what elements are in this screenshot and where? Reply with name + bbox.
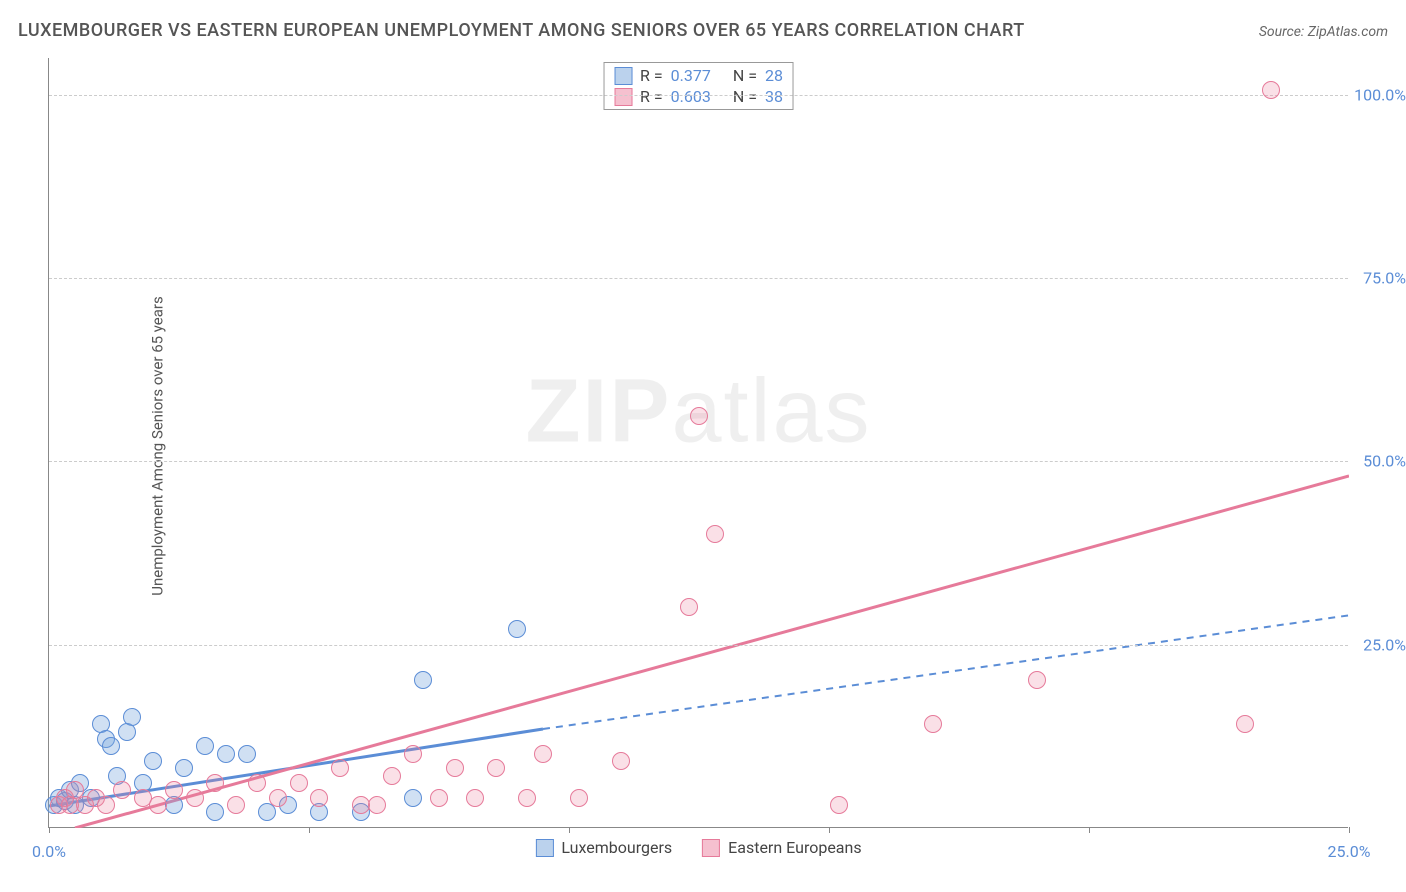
title-row: LUXEMBOURGER VS EASTERN EUROPEAN UNEMPLO… bbox=[18, 20, 1388, 41]
x-tick-label: 0.0% bbox=[32, 842, 66, 861]
watermark-bold: ZIP bbox=[525, 361, 671, 461]
data-point bbox=[404, 745, 422, 763]
data-point bbox=[508, 620, 526, 638]
grid-line bbox=[49, 645, 1348, 646]
legend-correlation-box: R = 0.377 N = 28 R = 0.603 N = 38 bbox=[603, 62, 794, 110]
data-point bbox=[97, 796, 115, 814]
grid-line bbox=[49, 278, 1348, 279]
x-tick bbox=[309, 827, 310, 833]
data-point bbox=[206, 803, 224, 821]
n-label-2: N = bbox=[733, 87, 757, 106]
data-point bbox=[196, 737, 214, 755]
chart-title: LUXEMBOURGER VS EASTERN EUROPEAN UNEMPLO… bbox=[18, 20, 1025, 41]
x-tick bbox=[1349, 827, 1350, 833]
data-point bbox=[534, 745, 552, 763]
x-tick-label: 25.0% bbox=[1328, 842, 1371, 861]
data-point bbox=[612, 752, 630, 770]
swatch-blue-icon bbox=[614, 67, 632, 85]
source-name: ZipAtlas.com bbox=[1308, 24, 1388, 40]
data-point bbox=[149, 796, 167, 814]
n-value-lux: 28 bbox=[765, 66, 783, 85]
data-point bbox=[1236, 715, 1254, 733]
swatch-pink-icon bbox=[702, 839, 720, 857]
data-point bbox=[269, 789, 287, 807]
y-tick-label: 25.0% bbox=[1354, 635, 1406, 654]
swatch-pink-icon bbox=[614, 88, 632, 106]
x-tick bbox=[569, 827, 570, 833]
data-point bbox=[706, 525, 724, 543]
data-point bbox=[570, 789, 588, 807]
grid-line bbox=[49, 95, 1348, 96]
data-point bbox=[290, 774, 308, 792]
data-point bbox=[310, 789, 328, 807]
y-tick-label: 50.0% bbox=[1354, 452, 1406, 471]
data-point bbox=[238, 745, 256, 763]
data-point bbox=[1028, 671, 1046, 689]
data-point bbox=[830, 796, 848, 814]
data-point bbox=[446, 759, 464, 777]
data-point bbox=[113, 781, 131, 799]
swatch-blue-icon bbox=[535, 839, 553, 857]
data-point bbox=[248, 774, 266, 792]
data-point bbox=[144, 752, 162, 770]
data-point bbox=[217, 745, 235, 763]
n-value-ee: 38 bbox=[765, 87, 783, 106]
data-point bbox=[206, 774, 224, 792]
data-point bbox=[331, 759, 349, 777]
legend-series: Luxembourgers Eastern Europeans bbox=[535, 838, 861, 857]
data-point bbox=[414, 671, 432, 689]
x-tick bbox=[49, 827, 50, 833]
n-label: N = bbox=[733, 66, 757, 85]
plot-area: ZIPatlas R = 0.377 N = 28 R = 0.603 N = … bbox=[48, 58, 1348, 828]
source-prefix: Source: bbox=[1259, 24, 1308, 40]
x-tick bbox=[1089, 827, 1090, 833]
y-tick-label: 75.0% bbox=[1354, 269, 1406, 288]
data-point bbox=[123, 708, 141, 726]
legend-item-luxembourgers: Luxembourgers bbox=[535, 838, 672, 857]
r-value-lux: 0.377 bbox=[671, 66, 711, 85]
x-tick bbox=[829, 827, 830, 833]
r-value-ee: 0.603 bbox=[671, 87, 711, 106]
data-point bbox=[924, 715, 942, 733]
y-tick-label: 100.0% bbox=[1354, 85, 1406, 104]
legend-label-ee: Eastern Europeans bbox=[728, 838, 861, 857]
data-point bbox=[680, 598, 698, 616]
data-point bbox=[368, 796, 386, 814]
data-point bbox=[430, 789, 448, 807]
data-point bbox=[690, 407, 708, 425]
legend-row-luxembourgers: R = 0.377 N = 28 bbox=[614, 66, 783, 85]
legend-item-eastern: Eastern Europeans bbox=[702, 838, 861, 857]
source-attribution: Source: ZipAtlas.com bbox=[1259, 24, 1388, 40]
data-point bbox=[1262, 81, 1280, 99]
data-point bbox=[383, 767, 401, 785]
data-point bbox=[518, 789, 536, 807]
data-point bbox=[165, 781, 183, 799]
r-label: R = bbox=[640, 66, 663, 85]
data-point bbox=[102, 737, 120, 755]
data-point bbox=[487, 759, 505, 777]
r-label-2: R = bbox=[640, 87, 663, 106]
legend-label-lux: Luxembourgers bbox=[561, 838, 672, 857]
data-point bbox=[404, 789, 422, 807]
legend-row-eastern: R = 0.603 N = 38 bbox=[614, 87, 783, 106]
data-point bbox=[466, 789, 484, 807]
data-point bbox=[175, 759, 193, 777]
data-point bbox=[227, 796, 245, 814]
data-point bbox=[186, 789, 204, 807]
trend-lines bbox=[49, 58, 1349, 828]
grid-line bbox=[49, 461, 1348, 462]
